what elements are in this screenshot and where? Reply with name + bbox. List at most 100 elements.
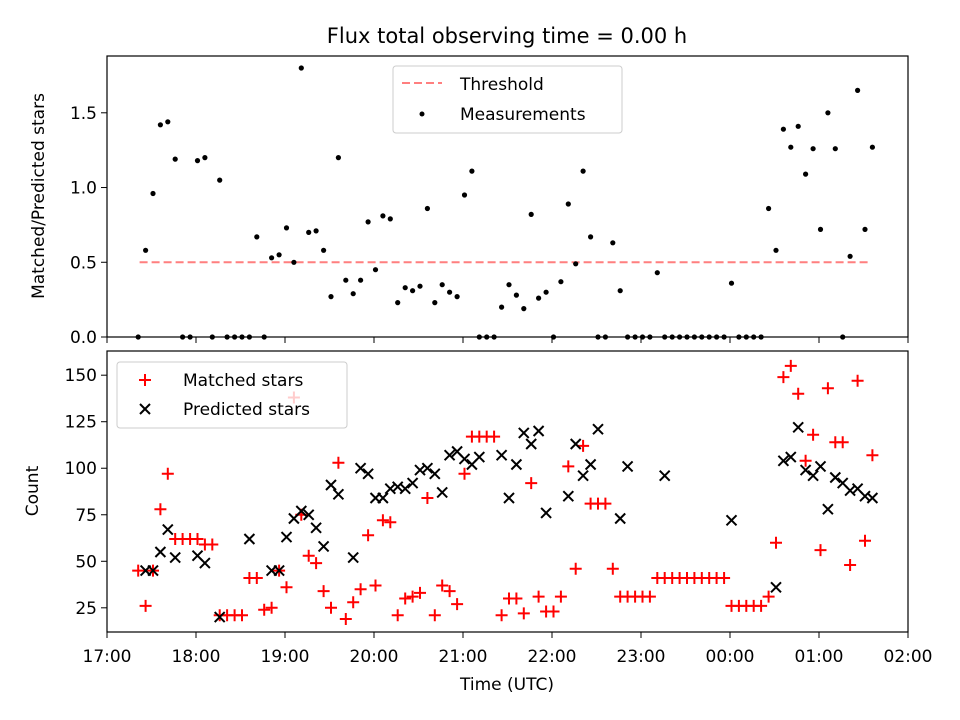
measurement-point bbox=[165, 119, 171, 125]
predicted-star-point bbox=[829, 471, 842, 484]
matched-star-point bbox=[451, 598, 464, 611]
legend-predicted-label: Predicted stars bbox=[183, 400, 310, 420]
measurement-point bbox=[617, 288, 623, 294]
x-tick-label: 19:00 bbox=[261, 647, 310, 667]
x-tick-label: 20:00 bbox=[350, 647, 399, 667]
star-count-ticks: 25 50 75 100 125 150 17:00 18:00 19:00 20:00 21:00… bbox=[65, 366, 933, 667]
measurement-point bbox=[335, 155, 341, 161]
measurement-point bbox=[728, 280, 735, 286]
measurement-point bbox=[528, 211, 534, 217]
star-count-axes: 25 50 75 100 125 150 17:00 18:00 19:00 20:00 21:00… bbox=[23, 350, 933, 695]
predicted-star-point bbox=[799, 464, 812, 476]
measurement-point bbox=[269, 255, 275, 261]
measurement-point bbox=[869, 144, 876, 150]
star-count-y-tick-label: 150 bbox=[65, 366, 97, 386]
matched-star-point bbox=[250, 572, 263, 584]
measurement-point bbox=[143, 247, 149, 253]
matched-star-point bbox=[236, 609, 248, 622]
measurement-point bbox=[313, 228, 319, 234]
predicted-star-point bbox=[406, 477, 419, 489]
measurement-point bbox=[350, 291, 356, 297]
flux-ratio-y-tick-label: 0.5 bbox=[70, 253, 97, 273]
predicted-star-point bbox=[532, 425, 545, 437]
matched-star-point bbox=[792, 387, 805, 400]
measurement-point bbox=[432, 300, 438, 306]
matched-star-point bbox=[606, 562, 619, 575]
predicted-star-point bbox=[154, 546, 167, 558]
predicted-star-point bbox=[814, 460, 827, 473]
predicted-star-point bbox=[614, 512, 626, 525]
matched-star-point bbox=[399, 592, 412, 605]
measurement-point bbox=[217, 177, 223, 183]
legend-predicted-swatch bbox=[139, 403, 151, 415]
predicted-star-point bbox=[562, 490, 575, 502]
measurement-point bbox=[424, 205, 430, 212]
measurement-point bbox=[773, 247, 779, 253]
measurement-point bbox=[395, 300, 401, 306]
measurement-point bbox=[832, 146, 838, 152]
measurement-point bbox=[506, 282, 512, 288]
measurement-point bbox=[372, 267, 379, 273]
measurement-point bbox=[157, 122, 163, 128]
predicted-star-point bbox=[325, 479, 337, 491]
star-count-frame bbox=[106, 350, 909, 633]
flux-ratio-ticks: 0.0 0.5 1.0 1.5 bbox=[70, 104, 909, 348]
predicted-star-point bbox=[518, 427, 530, 439]
predicted-star-point bbox=[273, 564, 285, 577]
matched-star-point bbox=[770, 536, 782, 549]
measurement-point bbox=[855, 87, 861, 93]
predicted-star-point bbox=[362, 468, 374, 480]
predicted-star-point bbox=[584, 458, 597, 471]
matched-star-point bbox=[859, 534, 871, 547]
measurement-point bbox=[439, 282, 445, 288]
matched-star-point bbox=[406, 590, 419, 603]
predicted-star-point bbox=[421, 462, 434, 474]
x-tick-label: 17:00 bbox=[83, 647, 132, 667]
predicted-star-point bbox=[770, 581, 782, 594]
matched-star-point bbox=[762, 590, 775, 603]
matched-star-point bbox=[139, 599, 152, 612]
matched-star-point bbox=[339, 613, 352, 625]
measurement-point bbox=[328, 294, 334, 300]
measurement-point bbox=[358, 277, 364, 283]
predicted-star-point bbox=[399, 482, 411, 495]
measurement-point bbox=[254, 234, 260, 240]
predicted-star-point bbox=[658, 469, 671, 482]
matched-star-point bbox=[376, 514, 389, 527]
matched-star-point bbox=[525, 477, 538, 490]
measurement-point bbox=[380, 213, 386, 219]
matched-star-point bbox=[488, 430, 501, 443]
predicted-star-point bbox=[347, 551, 359, 564]
x-tick-label: 18:00 bbox=[172, 647, 221, 667]
chart-title: Flux total observing time = 0.00 h bbox=[327, 24, 687, 48]
measurement-point bbox=[766, 205, 772, 212]
star-count-y-tick-label: 75 bbox=[75, 506, 97, 526]
matched-star-point bbox=[280, 581, 293, 594]
matched-star-point bbox=[777, 371, 790, 384]
x-tick-label: 00:00 bbox=[706, 647, 755, 667]
matched-star-point bbox=[821, 382, 834, 395]
matched-star-point bbox=[154, 503, 167, 516]
matched-star-point bbox=[443, 585, 456, 598]
measurement-point bbox=[469, 168, 475, 174]
predicted-star-point bbox=[162, 523, 174, 536]
measurement-point bbox=[365, 219, 371, 225]
star-count-plot-area bbox=[132, 359, 879, 625]
matched-star-point bbox=[599, 497, 612, 510]
predicted-star-point bbox=[458, 453, 471, 465]
measurement-point bbox=[276, 252, 282, 258]
star-count-y-tick-label: 100 bbox=[65, 459, 97, 479]
measurement-point bbox=[417, 283, 423, 289]
predicted-star-point bbox=[525, 438, 537, 450]
x-tick-label: 21:00 bbox=[439, 647, 488, 667]
x-tick-label: 01:00 bbox=[795, 647, 844, 667]
flux-ratio-y-tick-label: 1.0 bbox=[70, 179, 97, 199]
x-axis-label: Time (UTC) bbox=[459, 675, 554, 695]
matched-star-point bbox=[347, 596, 360, 609]
measurement-point bbox=[565, 201, 571, 207]
matched-star-point bbox=[265, 601, 278, 614]
flux-ratio-frame bbox=[106, 55, 909, 338]
predicted-star-point bbox=[777, 455, 790, 467]
matched-star-point bbox=[562, 460, 575, 473]
measurement-point bbox=[817, 226, 824, 232]
